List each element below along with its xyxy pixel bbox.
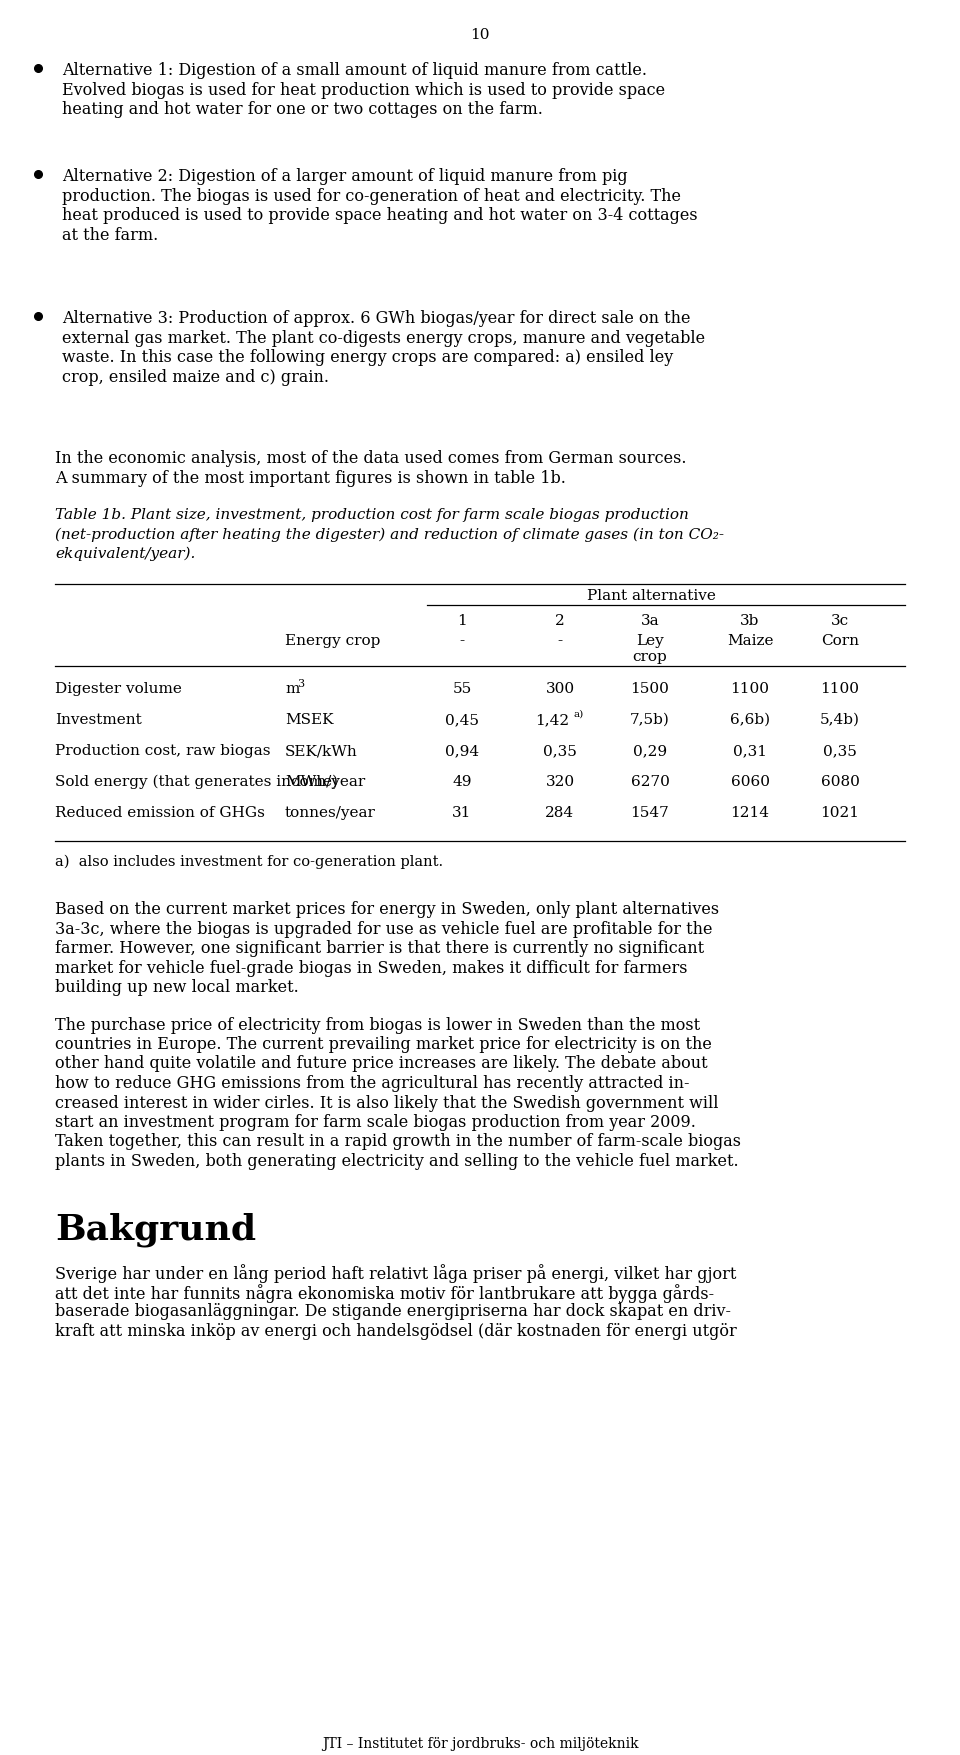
Text: Alternative 3: Production of approx. 6 GWh biogas/year for direct sale on the: Alternative 3: Production of approx. 6 G… [62, 311, 690, 326]
Text: a)  also includes investment for co-generation plant.: a) also includes investment for co-gener… [55, 855, 444, 869]
Text: The purchase price of electricity from biogas is lower in Sweden than the most: The purchase price of electricity from b… [55, 1016, 700, 1034]
Text: -: - [460, 634, 465, 648]
Text: Based on the current market prices for energy in Sweden, only plant alternatives: Based on the current market prices for e… [55, 900, 719, 918]
Text: production. The biogas is used for co-generation of heat and electricity. The: production. The biogas is used for co-ge… [62, 188, 681, 205]
Text: waste. In this case the following energy crops are compared: a) ensiled ley: waste. In this case the following energy… [62, 349, 673, 367]
Text: 1214: 1214 [731, 806, 770, 820]
Text: a): a) [574, 711, 585, 720]
Text: building up new local market.: building up new local market. [55, 979, 299, 997]
Text: 1021: 1021 [821, 806, 859, 820]
Text: 6,6b): 6,6b) [730, 713, 770, 727]
Text: A summary of the most important figures is shown in table 1b.: A summary of the most important figures … [55, 470, 565, 486]
Text: 0,35: 0,35 [823, 744, 857, 758]
Text: 0,31: 0,31 [733, 744, 767, 758]
Text: Bakgrund: Bakgrund [55, 1213, 256, 1248]
Text: 55: 55 [452, 683, 471, 697]
Text: 284: 284 [545, 806, 575, 820]
Text: (net-production after heating the digester) and reduction of climate gases (in t: (net-production after heating the digest… [55, 528, 724, 542]
Text: 3c: 3c [831, 614, 849, 628]
Text: Plant alternative: Plant alternative [587, 590, 715, 604]
Text: Alternative 2: Digestion of a larger amount of liquid manure from pig: Alternative 2: Digestion of a larger amo… [62, 168, 628, 184]
Text: 1,42: 1,42 [535, 713, 569, 727]
Text: countries in Europe. The current prevailing market price for electricity is on t: countries in Europe. The current prevail… [55, 1035, 712, 1053]
Text: crop, ensiled maize and c) grain.: crop, ensiled maize and c) grain. [62, 369, 329, 386]
Text: 2: 2 [555, 614, 564, 628]
Text: farmer. However, one significant barrier is that there is currently no significa: farmer. However, one significant barrier… [55, 941, 704, 956]
Text: kraft att minska inköp av energi och handelsgödsel (där kostnaden för energi utg: kraft att minska inköp av energi och han… [55, 1323, 736, 1341]
Text: Digester volume: Digester volume [55, 683, 181, 697]
Text: 31: 31 [452, 806, 471, 820]
Text: 300: 300 [545, 683, 575, 697]
Text: 6270: 6270 [631, 776, 669, 790]
Text: 0,35: 0,35 [543, 744, 577, 758]
Text: Taken together, this can result in a rapid growth in the number of farm-scale bi: Taken together, this can result in a rap… [55, 1134, 741, 1151]
Text: 7,5b): 7,5b) [630, 713, 670, 727]
Text: MSEK: MSEK [285, 713, 333, 727]
Text: start an investment program for farm scale biogas production from year 2009.: start an investment program for farm sca… [55, 1114, 696, 1130]
Text: creased interest in wider cirles. It is also likely that the Swedish government : creased interest in wider cirles. It is … [55, 1095, 718, 1111]
Text: 3a: 3a [640, 614, 660, 628]
Text: Corn: Corn [821, 634, 859, 648]
Text: at the farm.: at the farm. [62, 226, 158, 244]
Text: 1500: 1500 [631, 683, 669, 697]
Text: Ley: Ley [636, 634, 664, 648]
Text: 0,29: 0,29 [633, 744, 667, 758]
Text: 3b: 3b [740, 614, 759, 628]
Text: external gas market. The plant co-digests energy crops, manure and vegetable: external gas market. The plant co-digest… [62, 330, 706, 346]
Text: Table 1b. Plant size, investment, production cost for farm scale biogas producti: Table 1b. Plant size, investment, produc… [55, 507, 689, 521]
Text: market for vehicle fuel-grade biogas in Sweden, makes it difficult for farmers: market for vehicle fuel-grade biogas in … [55, 960, 687, 976]
Text: JTI – Institutet för jordbruks- och miljöteknik: JTI – Institutet för jordbruks- och milj… [322, 1737, 638, 1751]
Text: Production cost, raw biogas: Production cost, raw biogas [55, 744, 271, 758]
Text: heat produced is used to provide space heating and hot water on 3-4 cottages: heat produced is used to provide space h… [62, 207, 698, 225]
Text: tonnes/year: tonnes/year [285, 806, 376, 820]
Text: m: m [285, 683, 300, 697]
Text: 1100: 1100 [731, 683, 770, 697]
Text: SEK/kWh: SEK/kWh [285, 744, 358, 758]
Text: other hand quite volatile and future price increases are likely. The debate abou: other hand quite volatile and future pri… [55, 1055, 708, 1072]
Text: Investment: Investment [55, 713, 142, 727]
Text: Sold energy (that generates income): Sold energy (that generates income) [55, 776, 338, 790]
Text: 3: 3 [297, 679, 304, 690]
Text: 3a-3c, where the biogas is upgraded for use as vehicle fuel are profitable for t: 3a-3c, where the biogas is upgraded for … [55, 921, 712, 937]
Text: Alternative 1: Digestion of a small amount of liquid manure from cattle.: Alternative 1: Digestion of a small amou… [62, 61, 647, 79]
Text: how to reduce GHG emissions from the agricultural has recently attracted in-: how to reduce GHG emissions from the agr… [55, 1076, 689, 1092]
Text: ekquivalent/year).: ekquivalent/year). [55, 548, 196, 562]
Text: 5,4b): 5,4b) [820, 713, 860, 727]
Text: att det inte har funnits några ekonomiska motiv för lantbrukare att bygga gårds-: att det inte har funnits några ekonomisk… [55, 1285, 714, 1302]
Text: crop: crop [633, 649, 667, 663]
Text: In the economic analysis, most of the data used comes from German sources.: In the economic analysis, most of the da… [55, 449, 686, 467]
Text: 0,45: 0,45 [445, 713, 479, 727]
Text: plants in Sweden, both generating electricity and selling to the vehicle fuel ma: plants in Sweden, both generating electr… [55, 1153, 738, 1171]
Text: 1547: 1547 [631, 806, 669, 820]
Text: 320: 320 [545, 776, 575, 790]
Text: Maize: Maize [727, 634, 773, 648]
Text: 1100: 1100 [821, 683, 859, 697]
Text: Energy crop: Energy crop [285, 634, 380, 648]
Text: Sverige har under en lång period haft relativt låga priser på energi, vilket har: Sverige har under en lång period haft re… [55, 1265, 736, 1283]
Text: 6060: 6060 [731, 776, 770, 790]
Text: 49: 49 [452, 776, 471, 790]
Text: 6080: 6080 [821, 776, 859, 790]
Text: 0,94: 0,94 [444, 744, 479, 758]
Text: baserade biogasanläggningar. De stigande energipriserna har dock skapat en driv-: baserade biogasanläggningar. De stigande… [55, 1304, 731, 1320]
Text: 1: 1 [457, 614, 467, 628]
Text: 10: 10 [470, 28, 490, 42]
Text: MWh/year: MWh/year [285, 776, 365, 790]
Text: Reduced emission of GHGs: Reduced emission of GHGs [55, 806, 265, 820]
Text: -: - [558, 634, 563, 648]
Text: heating and hot water for one or two cottages on the farm.: heating and hot water for one or two cot… [62, 102, 542, 118]
Text: Evolved biogas is used for heat production which is used to provide space: Evolved biogas is used for heat producti… [62, 81, 665, 98]
